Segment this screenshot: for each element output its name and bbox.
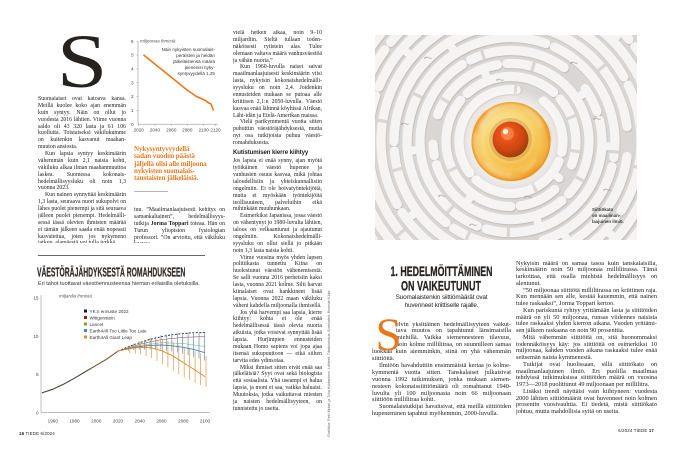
svg-text:jälkeläistensä määrä: jälkeläistensä määrä bbox=[172, 59, 215, 64]
svg-text:3: 3 bbox=[131, 80, 134, 85]
svg-text:Siittiökato: Siittiökato bbox=[592, 207, 614, 212]
svg-text:YK:n ennuste 2022: YK:n ennuste 2022 bbox=[90, 309, 130, 314]
svg-text:Lancet: Lancet bbox=[90, 322, 105, 327]
svg-text:peräisten ja heidän: peräisten ja heidän bbox=[176, 53, 215, 58]
svg-text:Earth4All Too Little Too Late: Earth4All Too Little Too Late bbox=[90, 328, 147, 333]
svg-text:2080: 2080 bbox=[182, 128, 193, 133]
svg-text:Earth4All Giant Leap: Earth4All Giant Leap bbox=[90, 335, 133, 340]
svg-text:2080: 2080 bbox=[178, 419, 189, 424]
svg-text:2120: 2120 bbox=[210, 128, 221, 133]
svg-text:15: 15 bbox=[33, 296, 39, 301]
svg-text:2100: 2100 bbox=[199, 128, 210, 133]
svg-text:5: 5 bbox=[36, 372, 39, 377]
svg-text:6: 6 bbox=[131, 39, 134, 44]
svg-text:laajuinen ilmiö.: laajuinen ilmiö. bbox=[592, 219, 624, 224]
svg-text:5: 5 bbox=[131, 53, 134, 58]
svg-text:2020: 2020 bbox=[113, 419, 124, 424]
svg-text:2100: 2100 bbox=[200, 419, 211, 424]
svg-text:on maailman-: on maailman- bbox=[592, 213, 621, 218]
svg-text:2000: 2000 bbox=[91, 419, 102, 424]
svg-text:miljardia ihmistä: miljardia ihmistä bbox=[59, 294, 92, 299]
svg-text:pienenisi nyky-: pienenisi nyky- bbox=[185, 65, 216, 70]
svg-text:Wittgenstein: Wittgenstein bbox=[90, 315, 116, 320]
svg-text:4: 4 bbox=[131, 66, 134, 71]
svg-text:2040: 2040 bbox=[135, 419, 146, 424]
svg-text:0: 0 bbox=[131, 122, 134, 127]
svg-text:2060: 2060 bbox=[166, 128, 177, 133]
svg-text:1980: 1980 bbox=[69, 419, 80, 424]
svg-text:miljoonaa ihmistä: miljoonaa ihmistä bbox=[140, 39, 176, 44]
svg-text:syntyvyydellä 1,25: syntyvyydellä 1,25 bbox=[177, 71, 215, 76]
svg-text:2040: 2040 bbox=[150, 128, 161, 133]
svg-text:1: 1 bbox=[131, 108, 134, 113]
svg-text:ON VAIKEUTUNUT: ON VAIKEUTUNUT bbox=[401, 277, 481, 293]
svg-text:2: 2 bbox=[131, 94, 134, 99]
svg-text:VÄESTÖRÄJÄHDYKSESTÄ ROMAHDUKSE: VÄESTÖRÄJÄHDYKSESTÄ ROMAHDUKSEEN bbox=[37, 265, 185, 279]
svg-text:1960: 1960 bbox=[48, 419, 59, 424]
svg-text:2060: 2060 bbox=[156, 419, 167, 424]
svg-text:Näin nykyisten suomalais-: Näin nykyisten suomalais- bbox=[162, 47, 216, 52]
svg-text:1. HEDELMÖITTÄMINEN: 1. HEDELMÖITTÄMINEN bbox=[391, 264, 493, 279]
svg-text:10: 10 bbox=[33, 334, 39, 339]
svg-text:2020: 2020 bbox=[134, 128, 145, 133]
svg-text:0: 0 bbox=[36, 410, 39, 415]
